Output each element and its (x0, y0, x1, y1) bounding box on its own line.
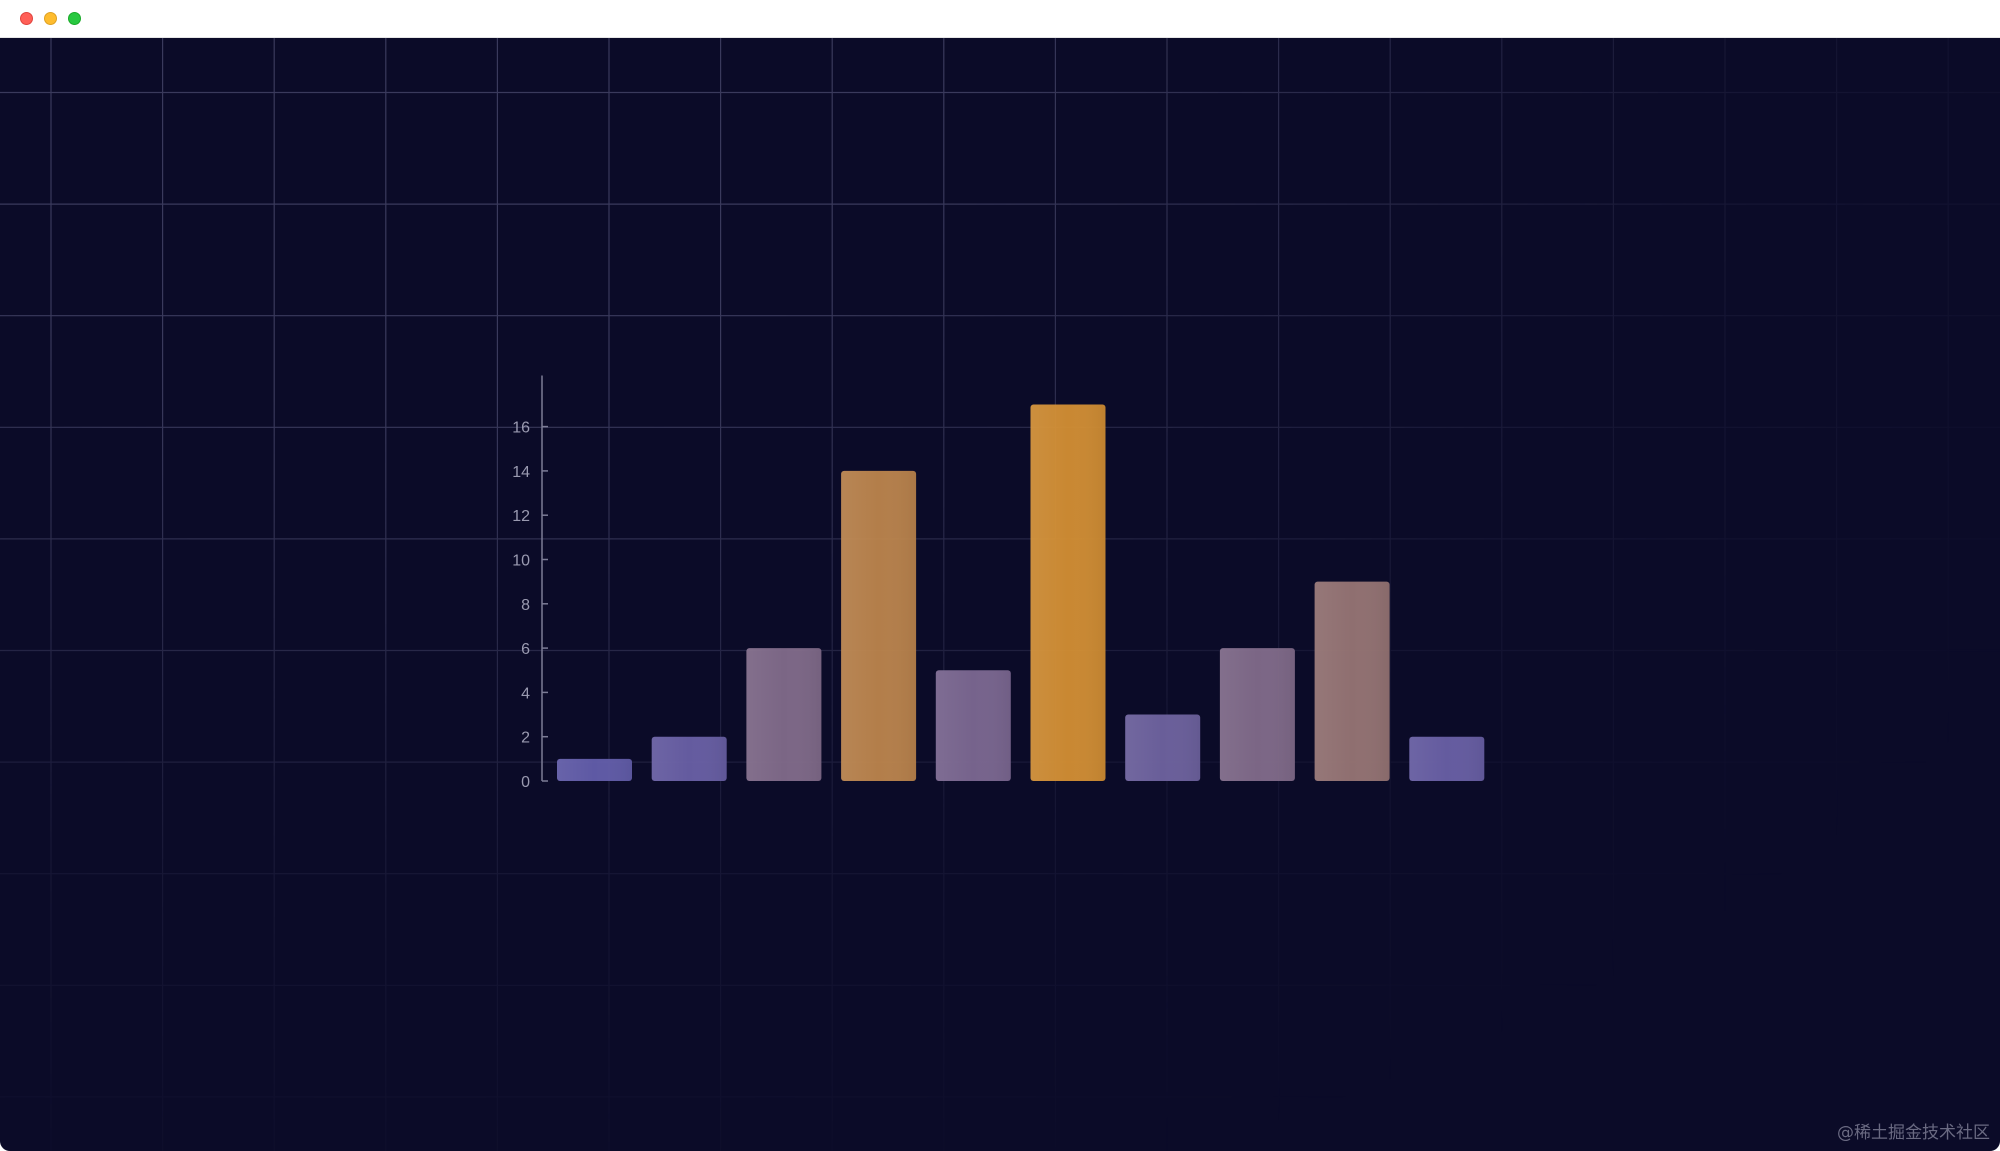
maximize-window-button[interactable] (68, 12, 81, 25)
bar-sheen (1219, 648, 1295, 781)
bar-sheen (557, 758, 632, 781)
watermark: @稀土掘金技术社区 (1837, 1123, 1990, 1143)
bar-sheen (935, 670, 1011, 781)
y-tick-label: 6 (521, 641, 530, 658)
bar-sheen (1030, 404, 1106, 781)
bars (557, 404, 1485, 781)
y-axis: 0 2 4 6 8 10 12 14 16 (512, 375, 548, 791)
y-tick-label: 4 (521, 685, 530, 702)
y-tick-label: 10 (512, 553, 530, 570)
bar-sheen (746, 648, 822, 781)
y-tick-label: 12 (512, 508, 530, 525)
title-bar (0, 0, 2000, 38)
bar-sheen (1125, 714, 1201, 781)
y-tick-label: 8 (521, 597, 530, 614)
close-window-button[interactable] (20, 12, 33, 25)
minimize-window-button[interactable] (44, 12, 57, 25)
y-tick-label: 0 (521, 774, 530, 791)
bar-sheen (1409, 736, 1485, 781)
bar-sheen (651, 736, 727, 781)
y-tick-label: 14 (512, 464, 530, 481)
y-tick-label: 2 (521, 730, 530, 747)
bar-sheen (1314, 581, 1390, 781)
y-tick-label: 16 (512, 420, 530, 437)
bar-sheen (841, 470, 917, 781)
